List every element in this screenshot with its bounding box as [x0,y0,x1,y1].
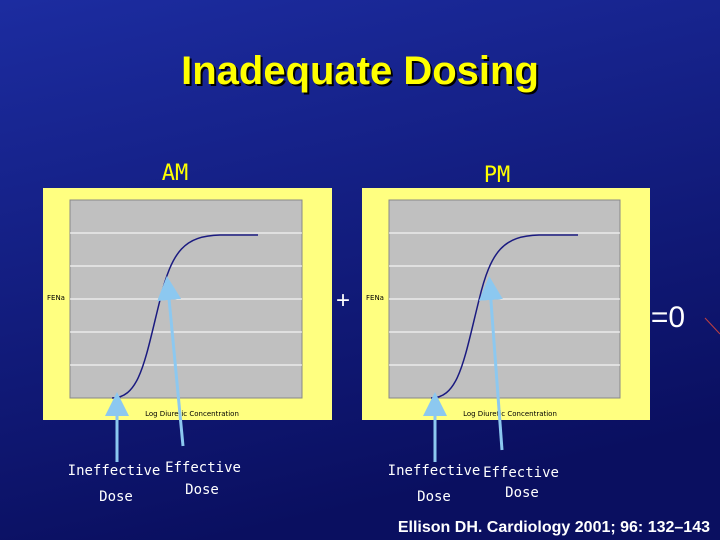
arrow-label: Dose [505,485,539,501]
arrow-label: Ineffective [68,463,161,479]
arrow-label: Dose [99,489,133,505]
operator: =0 [651,301,685,334]
y-axis-label: FENa [366,294,384,302]
operator: + [336,287,350,314]
decoration [704,317,720,335]
arrow [478,276,504,451]
panel-label: PM [484,163,511,188]
graph-panel: FENa Log Diuretic Concentration [43,188,332,420]
arrow-label: Effective [165,460,241,476]
title-shadow: Inadequate Dosing [183,51,541,95]
y-axis-label: FENa [47,294,65,302]
x-axis-label: Log Diuretic Concentration [145,410,239,418]
citation: Ellison DH. Cardiology 2001; 96: 132–143 [398,519,710,536]
graph-panel: FENa Log Diuretic Concentration [362,188,650,420]
arrow-label: Dose [417,489,451,505]
arrow [157,276,185,447]
arrow-label: Ineffective [388,463,481,479]
arrow-label: Dose [185,482,219,498]
panel-label: AM [162,161,189,186]
arrow-label: Effective [483,465,559,481]
title: Inadequate Dosing [181,49,539,93]
x-axis-label: Log Diuretic Concentration [463,410,557,418]
